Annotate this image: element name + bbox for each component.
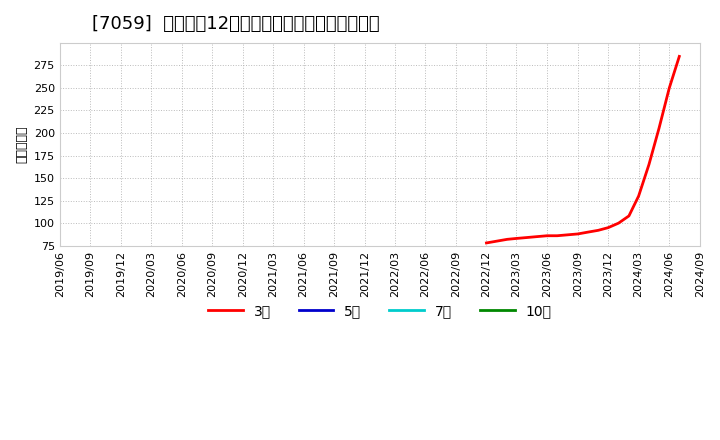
Y-axis label: （百万円）: （百万円） (15, 125, 28, 163)
Legend: 3年, 5年, 7年, 10年: 3年, 5年, 7年, 10年 (202, 299, 557, 324)
Text: [7059]  経常利益12か月移動合計の標準偏差の推移: [7059] 経常利益12か月移動合計の標準偏差の推移 (91, 15, 379, 33)
